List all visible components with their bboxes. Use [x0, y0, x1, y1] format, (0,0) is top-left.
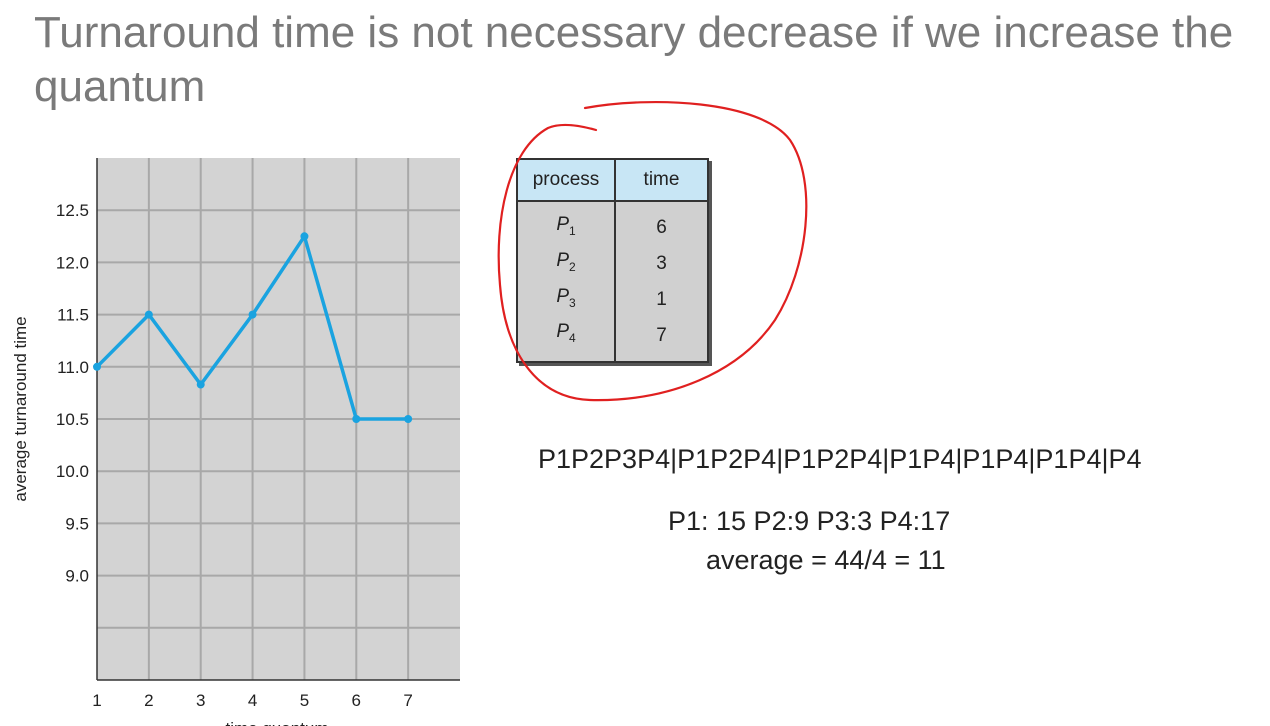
data-point [144, 310, 153, 319]
table-row: P1 6 [517, 201, 708, 246]
x-tick-label: 2 [144, 691, 153, 710]
process-time-cell: 7 [656, 324, 667, 346]
x-tick-label: 4 [248, 691, 257, 710]
header-time: time [615, 159, 708, 202]
process-subscript: 1 [569, 223, 576, 238]
x-tick-label: 1 [92, 691, 101, 710]
data-point [300, 232, 309, 241]
data-point [93, 362, 101, 371]
process-name-cell: P4 [517, 317, 616, 363]
y-axis-label: average turnaround time [11, 316, 30, 501]
process-letter: P [556, 285, 569, 307]
average-calculation: average = 44/4 = 11 [706, 545, 946, 575]
completion-times: P1: 15 P2:9 P3:3 P4:17 [668, 506, 951, 536]
x-tick-label: 5 [300, 691, 309, 710]
table-row: P2 3 [517, 245, 708, 282]
data-point [352, 415, 361, 423]
y-tick-label: 12.5 [56, 201, 89, 220]
process-table: process time P1 6 P2 3 P3 1 P4 7 [516, 158, 709, 364]
process-name-cell: P1 [517, 201, 616, 246]
header-process: process [517, 159, 616, 202]
process-time-cell: 1 [656, 288, 667, 310]
y-tick-label: 10.0 [56, 462, 89, 481]
table-row: P4 7 [517, 317, 708, 363]
process-letter: P [556, 321, 569, 343]
turnaround-chart: 12.5 12.0 11.5 11.0 10.5 10.0 9.5 9.0 1 2 3 4 5 6 7 ave… [11, 158, 460, 726]
y-tick-label: 11.5 [57, 306, 89, 325]
x-tick-label: 7 [403, 691, 412, 710]
table-header-row: process time [517, 159, 708, 202]
process-subscript: 4 [569, 331, 576, 346]
data-point [196, 380, 205, 389]
y-tick-label: 11.0 [57, 358, 89, 377]
process-time-cell: 3 [656, 253, 667, 275]
y-tick-label: 9.0 [65, 567, 89, 586]
process-letter: P [556, 214, 569, 235]
process-subscript: 2 [569, 259, 576, 274]
y-tick-label: 9.5 [65, 514, 89, 533]
process-name-cell: P3 [517, 281, 616, 318]
process-time-cell: 6 [656, 217, 667, 239]
process-subscript: 3 [569, 295, 576, 310]
data-point [248, 310, 257, 319]
process-letter: P [556, 249, 569, 271]
x-axis-label: time quantum [226, 719, 329, 726]
x-tick-label: 6 [352, 691, 361, 710]
data-point [404, 415, 413, 423]
table-row: P3 1 [517, 281, 708, 318]
y-tick-label: 10.5 [56, 410, 89, 429]
round-robin-sequence: P1P2P3P4|P1P2P4|P1P2P4|P1P4|P1P4|P1P4|P4 [538, 444, 1142, 474]
process-name-cell: P2 [517, 245, 616, 282]
y-tick-label: 12.0 [56, 253, 89, 272]
slide-title: Turnaround time is not necessary decreas… [34, 8, 1234, 111]
x-tick-label: 3 [196, 691, 205, 710]
